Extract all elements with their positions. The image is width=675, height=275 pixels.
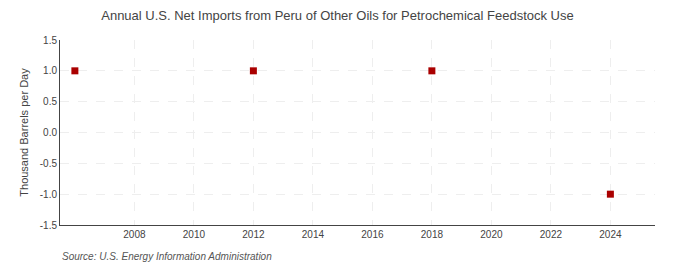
svg-text:2020: 2020 [480, 229, 503, 240]
svg-text:-1.5: -1.5 [40, 220, 58, 231]
svg-text:1.5: 1.5 [43, 35, 57, 46]
svg-text:0.5: 0.5 [43, 96, 57, 107]
svg-text:-1.0: -1.0 [40, 189, 58, 200]
svg-text:2008: 2008 [123, 229, 146, 240]
svg-text:Thousand Barrels per Day: Thousand Barrels per Day [18, 68, 30, 197]
svg-text:2014: 2014 [302, 229, 325, 240]
svg-text:Source: U.S. Energy Informatio: Source: U.S. Energy Information Administ… [62, 251, 272, 262]
svg-text:1.0: 1.0 [43, 65, 57, 76]
svg-text:0.0: 0.0 [43, 127, 57, 138]
svg-text:2016: 2016 [361, 229, 384, 240]
svg-text:2012: 2012 [242, 229, 265, 240]
svg-text:2018: 2018 [421, 229, 444, 240]
svg-text:Annual U.S. Net Imports from P: Annual U.S. Net Imports from Peru of Oth… [101, 8, 574, 23]
svg-text:-0.5: -0.5 [40, 158, 58, 169]
svg-text:2022: 2022 [540, 229, 563, 240]
svg-text:2024: 2024 [599, 229, 622, 240]
svg-text:2010: 2010 [183, 229, 206, 240]
